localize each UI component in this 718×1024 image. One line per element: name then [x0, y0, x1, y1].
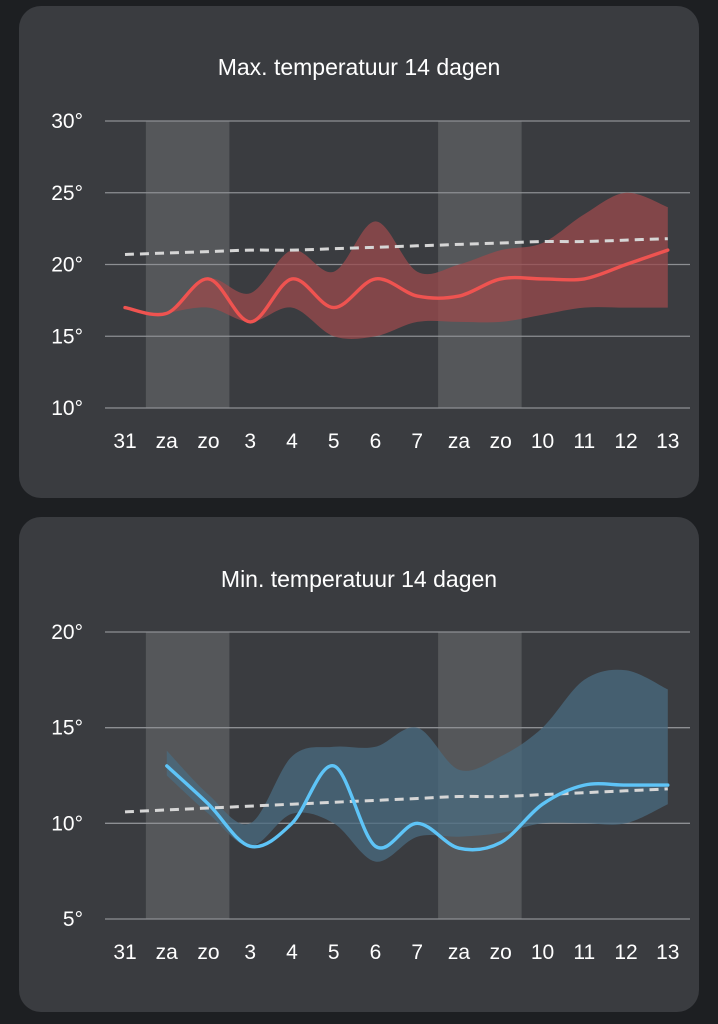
x-tick-label: 5: [328, 941, 340, 964]
y-tick-label: 10°: [51, 397, 83, 420]
y-tick-label: 20°: [51, 254, 83, 277]
x-tick-label: 31: [113, 941, 136, 964]
y-tick-label: 10°: [51, 812, 83, 835]
trend-line: [124, 787, 668, 814]
x-tick-label: 13: [656, 941, 679, 964]
x-tick-label: 3: [244, 941, 256, 964]
y-tick-label: 15°: [51, 325, 83, 348]
x-tick-label: 13: [656, 430, 679, 453]
x-tick-label: 6: [370, 430, 382, 453]
chart-title: Min. temperatuur 14 dagen: [220, 566, 498, 592]
chart-title: Max. temperatuur 14 dagen: [217, 54, 501, 80]
x-tick-label: 7: [411, 430, 423, 453]
x-tick-label: 7: [411, 941, 423, 964]
x-tick-label: 10: [531, 430, 554, 453]
x-tick-label: 10: [531, 941, 554, 964]
trend-line: [124, 237, 668, 256]
x-tick-label: zo: [490, 430, 512, 453]
x-tick-label: 4: [286, 941, 298, 964]
x-tick-label: 5: [328, 430, 340, 453]
x-tick-label: 12: [614, 941, 637, 964]
range-band: [166, 192, 668, 339]
min-temperature-card: Min. temperatuur 14 dagen 5° 10° 15° 20° 31 z…: [19, 517, 699, 1012]
x-tick-label: zo: [197, 430, 219, 453]
x-tick-label: zo: [490, 941, 512, 964]
x-tick-label: 31: [113, 430, 136, 453]
min-temperature-chart: 5°10°15°20°31 za zo 3 4 5 6 7 za zo 10 11 12 13: [51, 621, 690, 964]
x-tick-label: za: [156, 430, 179, 453]
x-tick-label: 11: [573, 941, 595, 964]
max-temperature-chart: 10°15°20°25°30°31 za zo 3 4 5 6 7 za zo 10 11 12 13: [51, 110, 690, 453]
x-tick-label: 4: [286, 430, 298, 453]
x-tick-label: 12: [614, 430, 637, 453]
x-tick-label: 11: [573, 430, 595, 453]
temperature-line: [123, 248, 670, 324]
x-tick-label: za: [156, 941, 179, 964]
x-tick-label: za: [448, 430, 471, 453]
y-tick-label: 5°: [63, 908, 83, 931]
max-temperature-card: Max. temperatuur 14 dagen 10° 15° 20° 25° 30…: [19, 6, 699, 498]
y-tick-label: 15°: [51, 717, 83, 740]
y-tick-label: 20°: [51, 621, 83, 644]
x-tick-label: 3: [244, 430, 256, 453]
x-tick-label: zo: [197, 941, 219, 964]
y-tick-label: 25°: [51, 182, 83, 205]
range-band: [166, 669, 668, 862]
x-tick-label: za: [448, 941, 471, 964]
x-tick-label: 6: [370, 941, 382, 964]
y-tick-label: 30°: [51, 110, 83, 133]
temperature-line: [165, 764, 670, 852]
